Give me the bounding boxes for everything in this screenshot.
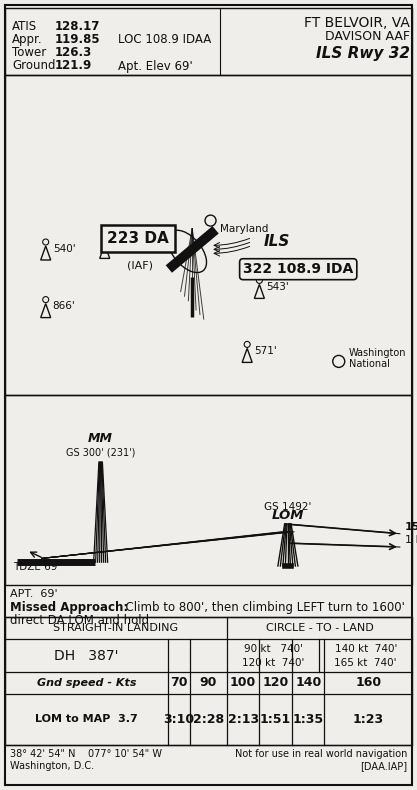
- Text: Maryland: Maryland: [219, 224, 268, 234]
- Text: Washington
National: Washington National: [349, 348, 406, 369]
- Text: 1500: 1500: [405, 521, 417, 532]
- Bar: [5, 75, 412, 395]
- Text: MM: MM: [88, 432, 113, 446]
- Bar: [5, 585, 412, 617]
- Text: 3:10: 3:10: [163, 713, 195, 726]
- Text: 38° 42' 54" N    077° 10' 54" W: 38° 42' 54" N 077° 10' 54" W: [10, 749, 162, 759]
- Text: 126.3: 126.3: [55, 46, 92, 59]
- Text: Tower: Tower: [12, 46, 46, 59]
- Text: 1:23: 1:23: [353, 713, 384, 726]
- Text: 2:28: 2:28: [193, 713, 224, 726]
- Bar: [5, 8, 412, 75]
- Text: 165 kt  740': 165 kt 740': [334, 657, 397, 668]
- Text: 120: 120: [263, 676, 289, 690]
- Text: Appr.: Appr.: [12, 33, 43, 46]
- Text: LOC 108.9 IDAA: LOC 108.9 IDAA: [118, 33, 211, 46]
- Text: DH   387': DH 387': [54, 649, 119, 663]
- Text: 100: 100: [230, 676, 256, 690]
- Text: 866': 866': [53, 302, 75, 311]
- Text: 121.9: 121.9: [55, 59, 92, 72]
- Text: Missed Approach:: Missed Approach:: [10, 601, 128, 614]
- Text: direct DA LOM and hold.: direct DA LOM and hold.: [10, 614, 153, 627]
- Text: STRAIGHT-IN LANDING: STRAIGHT-IN LANDING: [53, 623, 178, 633]
- Text: FT BELVOIR, VA: FT BELVOIR, VA: [304, 16, 410, 30]
- Text: 90 kt   740': 90 kt 740': [244, 644, 303, 653]
- Text: Ground: Ground: [12, 59, 55, 72]
- Text: 70: 70: [170, 676, 188, 690]
- Text: LOM: LOM: [272, 509, 304, 522]
- Text: Washington, D.C.: Washington, D.C.: [10, 761, 94, 771]
- Text: (IAF): (IAF): [127, 260, 153, 270]
- Text: 223 DA: 223 DA: [107, 231, 168, 246]
- Text: 140: 140: [295, 676, 322, 690]
- Bar: [5, 617, 412, 745]
- Text: 160: 160: [355, 676, 381, 690]
- Text: 90: 90: [200, 676, 217, 690]
- Text: ILS Rwy 32: ILS Rwy 32: [316, 46, 410, 61]
- Text: CIRCLE - TO - LAND: CIRCLE - TO - LAND: [266, 623, 373, 633]
- Text: DAVISON AAF: DAVISON AAF: [325, 30, 410, 43]
- Text: 119.85: 119.85: [55, 33, 100, 46]
- Text: 1 Min: 1 Min: [405, 535, 417, 545]
- Text: 540': 540': [53, 244, 75, 254]
- Text: 140 kt  740': 140 kt 740': [334, 644, 397, 653]
- Text: 1:51: 1:51: [260, 713, 291, 726]
- Text: 128.17: 128.17: [55, 20, 100, 33]
- Text: GS 1492': GS 1492': [264, 502, 311, 512]
- Text: [DAA.IAP]: [DAA.IAP]: [360, 761, 407, 771]
- Bar: [5, 395, 412, 585]
- Text: ILS: ILS: [264, 235, 290, 250]
- Text: 322 108.9 IDA: 322 108.9 IDA: [243, 262, 353, 276]
- Text: GS 300' (231'): GS 300' (231'): [66, 447, 136, 457]
- Text: 571'DAVEE: 571'DAVEE: [113, 233, 170, 243]
- Text: ATIS: ATIS: [12, 20, 37, 33]
- Text: 1:35: 1:35: [293, 713, 324, 726]
- Text: Climb to 800', then climbing LEFT turn to 1600': Climb to 800', then climbing LEFT turn t…: [118, 601, 405, 614]
- Text: TDZE 69': TDZE 69': [13, 562, 60, 571]
- Text: LOM to MAP  3.7: LOM to MAP 3.7: [35, 714, 138, 724]
- Text: Gnd speed - Kts: Gnd speed - Kts: [37, 678, 136, 688]
- Text: Apt. Elev 69': Apt. Elev 69': [118, 60, 193, 73]
- Text: 2:13: 2:13: [228, 713, 259, 726]
- Text: APT.  69': APT. 69': [10, 589, 58, 599]
- Text: Not for use in real world navigation: Not for use in real world navigation: [235, 749, 407, 759]
- Text: 543': 543': [266, 282, 289, 292]
- Text: 120 kt  740': 120 kt 740': [242, 657, 304, 668]
- Text: 571': 571': [254, 346, 277, 356]
